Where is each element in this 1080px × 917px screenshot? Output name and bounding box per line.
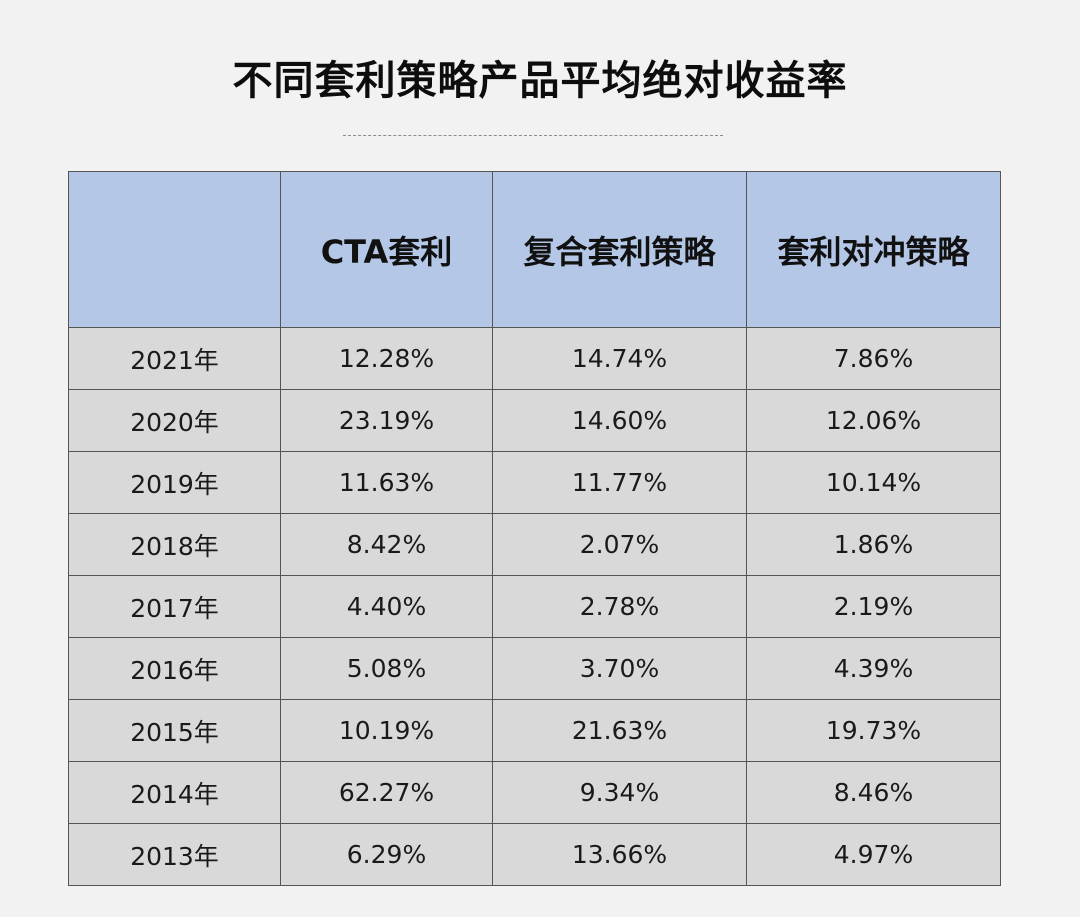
arbitrage-hedge-cell: 4.97% — [746, 823, 1001, 886]
table-row: 2016年 5.08% 3.70% 4.39% — [68, 637, 1001, 700]
composite-arbitrage-cell: 3.70% — [492, 637, 747, 700]
table-row: 2013年 6.29% 13.66% 4.97% — [68, 823, 1001, 886]
composite-arbitrage-cell: 11.77% — [492, 451, 747, 514]
arbitrage-hedge-cell: 4.39% — [746, 637, 1001, 700]
title-divider — [343, 135, 723, 136]
returns-table: CTA套利 复合套利策略 套利对冲策略 2021年 12.28% 14.74% 7.8… — [68, 171, 1001, 886]
composite-arbitrage-cell: 14.74% — [492, 327, 747, 390]
cta-arbitrage-cell: 12.28% — [280, 327, 493, 390]
table-row: 2018年 8.42% 2.07% 1.86% — [68, 513, 1001, 576]
cta-arbitrage-cell: 23.19% — [280, 389, 493, 452]
table-row: 2019年 11.63% 11.77% 10.14% — [68, 451, 1001, 514]
table-row: 2021年 12.28% 14.74% 7.86% — [68, 327, 1001, 390]
arbitrage-hedge-cell: 19.73% — [746, 699, 1001, 762]
year-cell: 2018年 — [68, 513, 281, 576]
arbitrage-hedge-cell: 10.14% — [746, 451, 1001, 514]
table-body: 2021年 12.28% 14.74% 7.86% 2020年 23.19% 14.60% 1… — [68, 327, 1001, 886]
composite-arbitrage-cell: 2.07% — [492, 513, 747, 576]
cta-arbitrage-cell: 6.29% — [280, 823, 493, 886]
arbitrage-hedge-cell: 8.46% — [746, 761, 1001, 824]
composite-arbitrage-cell: 21.63% — [492, 699, 747, 762]
composite-arbitrage-cell: 14.60% — [492, 389, 747, 452]
header-arbitrage-hedge: 套利对冲策略 — [746, 171, 1001, 328]
year-cell: 2015年 — [68, 699, 281, 762]
arbitrage-hedge-cell: 2.19% — [746, 575, 1001, 638]
year-cell: 2020年 — [68, 389, 281, 452]
cta-arbitrage-cell: 4.40% — [280, 575, 493, 638]
table-header: CTA套利 复合套利策略 套利对冲策略 — [68, 171, 1001, 328]
year-cell: 2019年 — [68, 451, 281, 514]
cta-arbitrage-cell: 10.19% — [280, 699, 493, 762]
arbitrage-hedge-cell: 1.86% — [746, 513, 1001, 576]
table-row: 2015年 10.19% 21.63% 19.73% — [68, 699, 1001, 762]
table-row: 2020年 23.19% 14.60% 12.06% — [68, 389, 1001, 452]
header-composite-arbitrage: 复合套利策略 — [492, 171, 747, 328]
arbitrage-hedge-cell: 12.06% — [746, 389, 1001, 452]
year-cell: 2014年 — [68, 761, 281, 824]
year-cell: 2021年 — [68, 327, 281, 390]
year-cell: 2017年 — [68, 575, 281, 638]
composite-arbitrage-cell: 2.78% — [492, 575, 747, 638]
year-cell: 2016年 — [68, 637, 281, 700]
cta-arbitrage-cell: 11.63% — [280, 451, 493, 514]
cta-arbitrage-cell: 62.27% — [280, 761, 493, 824]
header-cta-arbitrage: CTA套利 — [280, 171, 493, 328]
composite-arbitrage-cell: 13.66% — [492, 823, 747, 886]
arbitrage-hedge-cell: 7.86% — [746, 327, 1001, 390]
cta-arbitrage-cell: 5.08% — [280, 637, 493, 700]
table-row: 2017年 4.40% 2.78% 2.19% — [68, 575, 1001, 638]
table-row: 2014年 62.27% 9.34% 8.46% — [68, 761, 1001, 824]
year-cell: 2013年 — [68, 823, 281, 886]
table-title: 不同套利策略产品平均绝对收益率 — [232, 58, 848, 104]
cta-arbitrage-cell: 8.42% — [280, 513, 493, 576]
header-corner-cell — [68, 171, 281, 328]
composite-arbitrage-cell: 9.34% — [492, 761, 747, 824]
header-row: CTA套利 复合套利策略 套利对冲策略 — [68, 171, 1001, 328]
